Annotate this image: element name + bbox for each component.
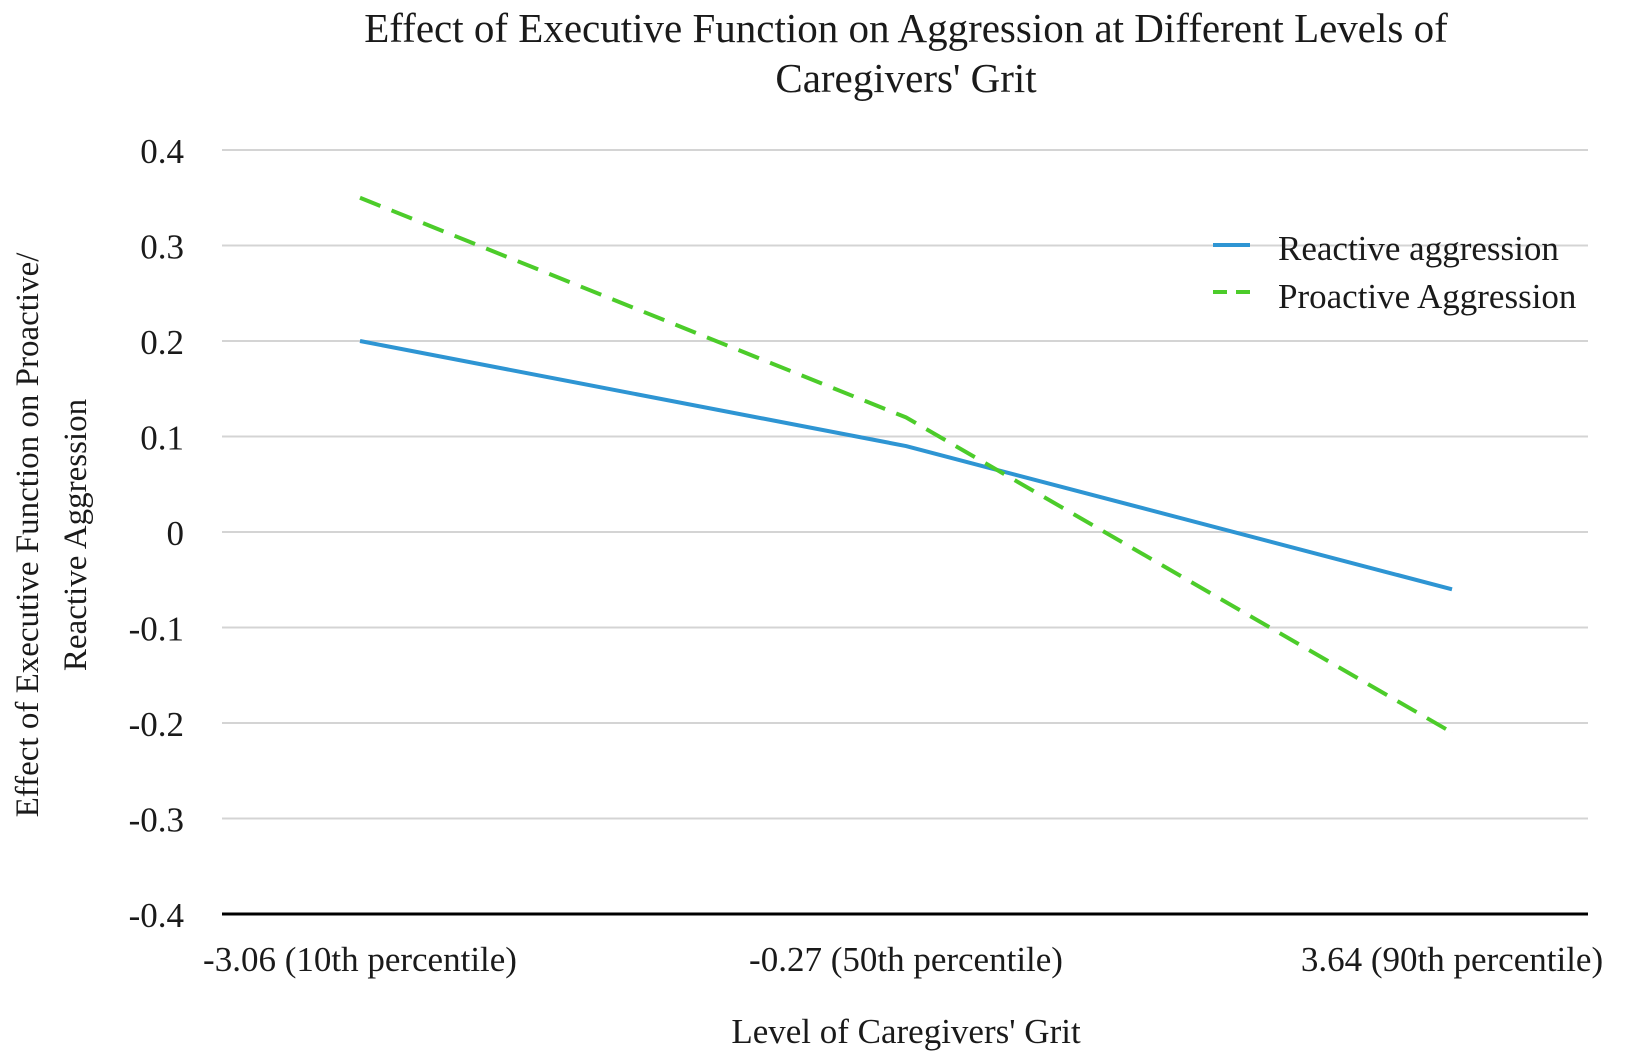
series: [359, 195, 1453, 735]
y-tick-label: -0.1: [129, 610, 184, 649]
y-tick-label: -0.2: [129, 705, 184, 744]
y-tick-label: -0.3: [129, 801, 184, 840]
y-tick-label: 0: [167, 514, 185, 553]
x-axis-label: Level of Caregivers' Grit: [731, 1012, 1081, 1051]
legend-label-reactive: Reactive aggression: [1278, 229, 1559, 268]
y-axis-label-line-1: Effect of Executive Function on Proactiv…: [10, 252, 46, 818]
x-tick-label: -3.06 (10th percentile): [203, 940, 517, 979]
y-tick-label: 0.4: [140, 132, 184, 171]
y-tick-label: -0.4: [129, 896, 184, 935]
chart-title-line-2: Caregivers' Grit: [775, 55, 1037, 101]
y-tick-label: 0.3: [140, 228, 184, 267]
series-line-reactive: [359, 339, 1453, 592]
gridlines: [222, 149, 1588, 916]
x-tick-label: 3.64 (90th percentile): [1301, 940, 1603, 979]
legend: Reactive aggression Proactive Aggression: [1213, 229, 1576, 316]
x-axis-ticks: -3.06 (10th percentile) -0.27 (50th perce…: [203, 940, 1603, 979]
y-axis-label-line-2: Reactive Aggression: [58, 399, 94, 671]
y-tick-label: 0.2: [140, 323, 184, 362]
chart-title-line-1: Effect of Executive Function on Aggressi…: [364, 5, 1448, 51]
legend-label-proactive: Proactive Aggression: [1278, 277, 1576, 316]
x-tick-label: -0.27 (50th percentile): [749, 940, 1063, 979]
y-tick-label: 0.1: [140, 419, 184, 458]
y-axis-ticks: 0.4 0.3 0.2 0.1 0 -0.1 -0.2 -0.3 -0.4: [129, 132, 184, 935]
